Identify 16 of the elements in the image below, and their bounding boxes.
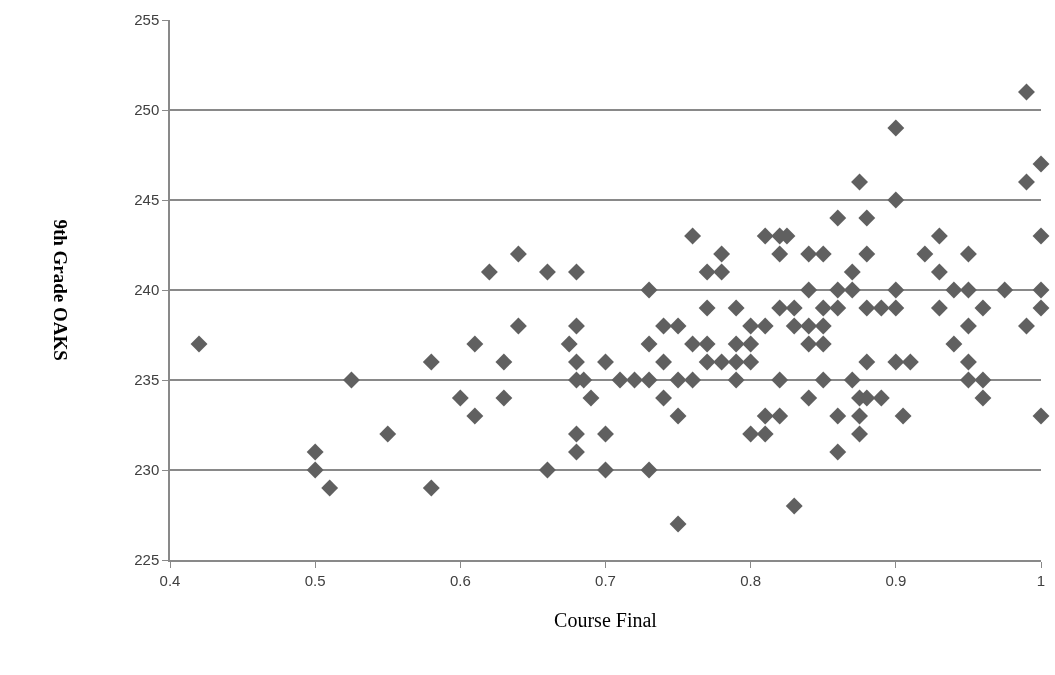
- y-axis-title: 9th Grade OAKS: [49, 219, 71, 361]
- y-tick-label: 230: [134, 461, 160, 479]
- x-tick-label: 0.8: [740, 571, 762, 589]
- x-tick-label: 1: [1036, 571, 1046, 589]
- y-tick-label: 245: [134, 191, 160, 209]
- y-tick-label: 250: [134, 101, 160, 119]
- x-axis-title: Course Final: [554, 608, 658, 631]
- x-tick-label: 0.4: [159, 571, 181, 589]
- y-tick-label: 240: [134, 281, 160, 299]
- y-tick-label: 235: [134, 371, 160, 389]
- x-tick-label: 0.9: [885, 571, 907, 589]
- x-tick-label: 0.5: [304, 571, 326, 589]
- y-tick-label: 225: [134, 551, 160, 569]
- y-tick-label: 255: [134, 11, 160, 29]
- x-tick-label: 0.7: [595, 571, 616, 589]
- x-tick-label: 0.6: [449, 571, 471, 589]
